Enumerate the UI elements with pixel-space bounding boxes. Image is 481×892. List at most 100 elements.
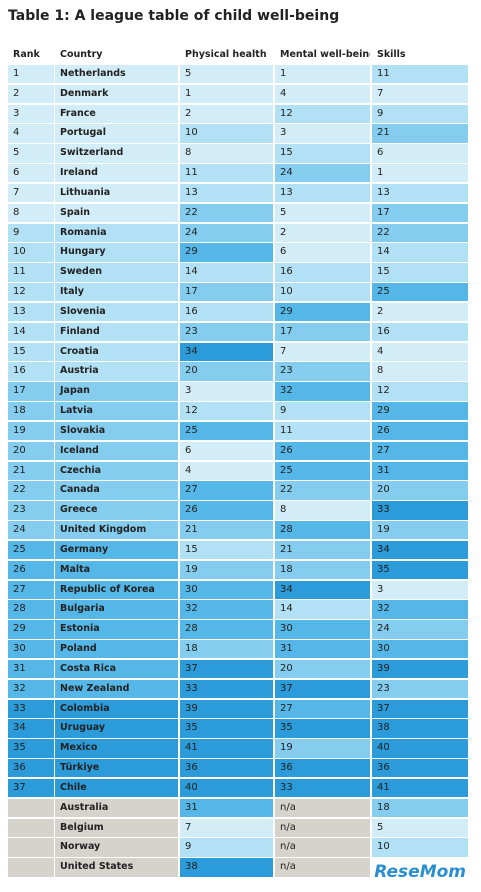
header-cell: Mental well-being — [275, 45, 370, 64]
cell: 39 — [180, 699, 273, 718]
cell: 11 — [8, 263, 54, 282]
cell: 6 — [8, 164, 54, 183]
cell: Poland — [55, 640, 178, 659]
cell: Malta — [55, 560, 178, 580]
cell: 36 — [180, 759, 273, 778]
cell: 33 — [372, 501, 468, 520]
cell: 4 — [372, 342, 468, 361]
cell: 35 — [372, 560, 468, 580]
cell: 27 — [275, 699, 370, 718]
cell: 15 — [180, 540, 273, 560]
cell: Hungary — [55, 243, 178, 262]
cell: 5 — [372, 818, 468, 837]
cell: Portugal — [55, 124, 178, 143]
cell: Sweden — [55, 263, 178, 282]
cell: 14 — [180, 263, 273, 282]
cell: 21 — [8, 461, 54, 480]
cell: 8 — [372, 362, 468, 381]
cell: 9 — [8, 223, 54, 242]
cell: 17 — [180, 283, 273, 302]
cell: 5 — [8, 144, 54, 163]
cell: 5 — [275, 203, 370, 223]
cell: 32 — [8, 679, 54, 699]
cell: 6 — [180, 441, 273, 461]
cell: 5 — [180, 65, 273, 84]
cell: 36 — [275, 759, 370, 778]
cell: 31 — [8, 659, 54, 679]
cell: 15 — [372, 263, 468, 282]
cell: Latvia — [55, 402, 178, 421]
cell: 7 — [372, 84, 468, 104]
cell: 29 — [8, 620, 54, 639]
cell: Austria — [55, 362, 178, 381]
cell: 36 — [8, 759, 54, 778]
cell: 33 — [275, 778, 370, 798]
cell: New Zealand — [55, 679, 178, 699]
cell: Australia — [55, 798, 178, 818]
cell: Republic of Korea — [55, 580, 178, 599]
cell: 9 — [372, 104, 468, 123]
cell: 17 — [372, 203, 468, 223]
cell: 36 — [372, 759, 468, 778]
cell: 11 — [372, 65, 468, 84]
cell: 16 — [372, 322, 468, 342]
cell: n/a — [275, 798, 370, 818]
cell: 8 — [8, 203, 54, 223]
cell: 26 — [372, 421, 468, 441]
title: Table 1: A league table of child well-be… — [8, 8, 340, 24]
cell: 26 — [275, 441, 370, 461]
cell: 7 — [180, 818, 273, 837]
cell: 34 — [8, 719, 54, 738]
cell: 27 — [372, 441, 468, 461]
cell: Finland — [55, 322, 178, 342]
cell: United States — [55, 858, 178, 877]
cell: 37 — [180, 659, 273, 679]
cell: 12 — [372, 382, 468, 401]
cell: 11 — [180, 164, 273, 183]
cell: 25 — [8, 540, 54, 560]
cell: 16 — [275, 263, 370, 282]
cell: 1 — [372, 164, 468, 183]
cell: 3 — [180, 382, 273, 401]
cell: 19 — [372, 521, 468, 540]
cell: Greece — [55, 501, 178, 520]
cell: 34 — [372, 540, 468, 560]
cell: 8 — [180, 144, 273, 163]
cell: 26 — [180, 501, 273, 520]
cell: 29 — [180, 243, 273, 262]
cell: Spain — [55, 203, 178, 223]
cell: 25 — [372, 283, 468, 302]
cell: 34 — [275, 580, 370, 599]
cell: 29 — [372, 402, 468, 421]
cell: Norway — [55, 838, 178, 857]
cell: 38 — [372, 719, 468, 738]
cell: 12 — [275, 104, 370, 123]
cell: 12 — [8, 283, 54, 302]
cell: Germany — [55, 540, 178, 560]
cell: 15 — [275, 144, 370, 163]
cell: 10 — [180, 124, 273, 143]
cell: 30 — [372, 640, 468, 659]
cell: n/a — [275, 858, 370, 877]
cell: 8 — [275, 501, 370, 520]
cell: 6 — [275, 243, 370, 262]
cell: 10 — [275, 283, 370, 302]
cell: 3 — [275, 124, 370, 143]
cell: 19 — [8, 421, 54, 441]
cell: Estonia — [55, 620, 178, 639]
cell: 16 — [180, 302, 273, 322]
header-cell: Skills — [372, 45, 468, 64]
cell: 31 — [275, 640, 370, 659]
cell: 37 — [8, 778, 54, 798]
cell: 13 — [180, 183, 273, 203]
cell — [8, 838, 54, 857]
header-cell: Rank — [8, 45, 54, 64]
cell: Denmark — [55, 84, 178, 104]
cell: 23 — [180, 322, 273, 342]
cell: 10 — [372, 838, 468, 857]
cell: Colombia — [55, 699, 178, 718]
cell: Iceland — [55, 441, 178, 461]
cell: 33 — [8, 699, 54, 718]
cell: 24 — [180, 223, 273, 242]
